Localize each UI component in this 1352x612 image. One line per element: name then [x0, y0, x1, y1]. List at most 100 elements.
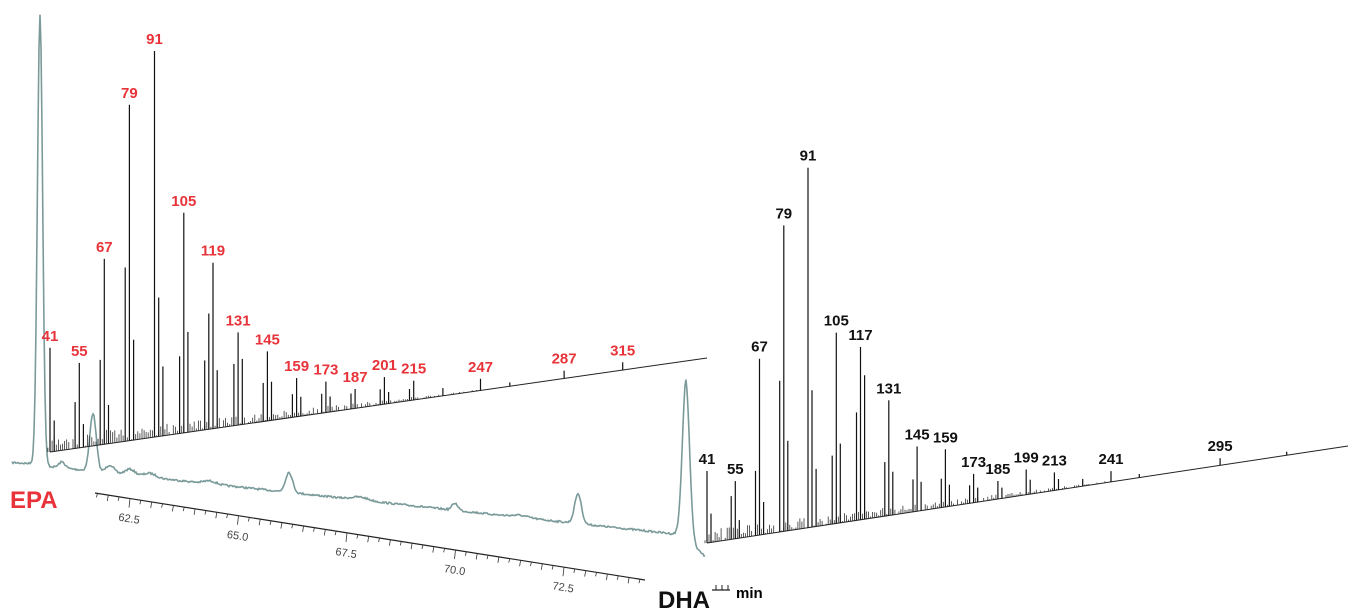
time-axis-tick	[313, 527, 315, 532]
time-axis-tick	[237, 515, 239, 525]
peak-label: 79	[775, 205, 792, 222]
time-axis-tick	[106, 495, 109, 502]
peak-label: 119	[201, 243, 225, 260]
peak-label: 185	[985, 461, 1010, 478]
time-axis-tick-label: 67.5	[335, 546, 358, 561]
peak-label: 213	[1042, 452, 1067, 469]
peak-label: 41	[699, 451, 716, 468]
time-axis-tick	[638, 579, 641, 584]
peak-label: 201	[372, 357, 397, 374]
peak-label: 145	[255, 331, 280, 348]
time-axis-tick	[128, 498, 131, 508]
time-axis-tick	[291, 524, 294, 529]
time-axis-tick	[226, 513, 229, 519]
time-axis-tick	[595, 572, 597, 577]
time-axis-tick	[378, 537, 380, 543]
epa-peaks	[47, 51, 624, 453]
time-axis-tick-label: 72.5	[552, 580, 575, 595]
time-axis-tick	[150, 501, 153, 509]
time-axis-tick	[302, 525, 304, 533]
time-axis-tick	[432, 546, 435, 553]
peak-label: 131	[876, 380, 901, 397]
peak-label: 295	[1208, 438, 1233, 455]
peak-label: 241	[1098, 451, 1123, 468]
peak-label: 173	[313, 362, 338, 379]
time-axis-tick-label: 62.5	[118, 512, 141, 527]
time-axis-unit: min	[736, 585, 763, 602]
peak-label: 41	[42, 328, 59, 345]
peak-label: 287	[552, 351, 577, 368]
time-axis-tick	[323, 529, 326, 536]
time-axis-tick	[280, 522, 283, 529]
time-axis-tick	[540, 563, 543, 570]
peak-label: 131	[226, 312, 251, 329]
time-axis-tick	[356, 534, 359, 539]
chromatogram-trace	[11, 14, 706, 558]
time-axis-tick	[117, 496, 120, 501]
dha-peaks	[704, 167, 1288, 544]
time-axis-tick	[399, 541, 402, 546]
time-axis-tick	[215, 512, 218, 519]
time-axis-tick	[486, 555, 489, 560]
time-axis-tick	[139, 500, 142, 505]
time-axis-tick-label: 65.0	[226, 529, 249, 544]
time-axis-tick	[421, 544, 424, 549]
time-axis-tick	[410, 543, 413, 550]
time-axis-tick	[584, 570, 587, 577]
epa-label: EPA	[10, 487, 58, 514]
time-axis-tick	[508, 558, 511, 563]
peak-label: 55	[727, 461, 744, 478]
peak-label: 159	[284, 358, 309, 375]
time-axis-tick	[616, 575, 619, 580]
peak-label: 67	[96, 239, 113, 256]
peak-label: 315	[610, 342, 635, 359]
peak-label: 105	[171, 193, 196, 210]
time-axis-tick	[269, 520, 272, 525]
time-axis-tick	[530, 561, 532, 567]
time-axis-tick	[161, 503, 163, 508]
time-axis-tick	[334, 531, 337, 536]
peak-label: 145	[905, 426, 930, 443]
time-axis-tick	[367, 536, 370, 543]
peak-label: 105	[824, 313, 849, 330]
time-axis-tick	[475, 553, 478, 560]
time-axis-tick	[96, 493, 98, 498]
dha-baseline	[706, 445, 1349, 544]
peak-label: 173	[961, 454, 986, 471]
time-axis-tick	[519, 560, 521, 567]
time-axis-unit-marker	[712, 585, 730, 591]
peak-label: 187	[343, 369, 368, 386]
peak-label: 67	[751, 339, 768, 356]
time-axis-tick	[606, 573, 608, 581]
time-axis-tick	[443, 548, 446, 553]
peak-label: 247	[468, 359, 493, 376]
time-axis-tick	[389, 539, 391, 546]
time-axis-tick	[497, 556, 500, 563]
peak-label: 215	[401, 361, 426, 378]
time-axis	[94, 492, 646, 581]
time-axis-tick	[464, 551, 467, 556]
peak-label: 91	[800, 148, 817, 165]
time-axis-ticks	[96, 493, 641, 584]
time-axis-tick	[193, 508, 196, 515]
time-axis-tick	[247, 517, 250, 522]
time-axis-tick	[172, 505, 174, 512]
time-axis-tick	[454, 549, 456, 560]
peak-label: 199	[1014, 450, 1039, 467]
time-axis-tick	[345, 532, 348, 542]
dha-label: DHA	[658, 587, 710, 612]
time-axis-tick	[204, 510, 207, 515]
time-axis-tick	[182, 507, 185, 512]
time-axis-tick	[551, 565, 554, 570]
peak-label: 79	[121, 85, 138, 102]
peak-label: 117	[848, 327, 872, 344]
time-axis-tick-label: 70.0	[443, 563, 466, 578]
time-axis-tick	[573, 568, 576, 574]
peak-label: 91	[146, 31, 163, 48]
time-axis-tick	[627, 577, 630, 584]
